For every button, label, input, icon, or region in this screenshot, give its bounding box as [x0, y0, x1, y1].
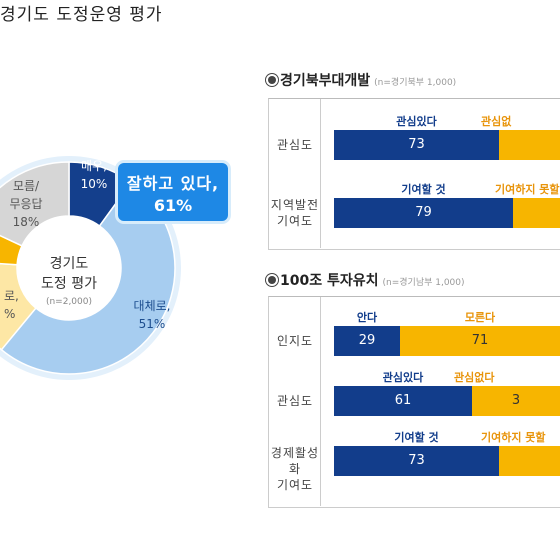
callout-line-1: 잘하고 있다,	[126, 174, 220, 193]
south-bar-a-1: 61	[334, 386, 472, 416]
south-caption-b-0: 모른다	[464, 311, 496, 324]
south-bar-a-2: 73	[334, 446, 499, 476]
south-caption-b-1: 관심없다	[454, 371, 495, 384]
north-section-title: 경기북부대개발 (n=경기북부 1,000)	[268, 70, 456, 90]
donut-title: 경기도 도정운영 평가	[0, 5, 163, 25]
south-row-label-line: 인지도	[276, 334, 314, 348]
donut-label-1-1: 51%	[139, 317, 166, 331]
donut-label-2-0: 로,	[4, 289, 19, 303]
south-row-label-0: 인지도	[270, 333, 320, 349]
north-row-label-line: 지역발전	[270, 198, 320, 212]
north-divider	[320, 99, 321, 248]
south-row-label-line: 관심도	[276, 394, 314, 408]
south-bar-b-0: 71	[400, 326, 560, 356]
north-caption-a-0: 관심있다	[396, 115, 437, 128]
north-note: (n=경기북부 1,000)	[374, 78, 457, 88]
donut-label-4-2: 18%	[13, 215, 40, 229]
north-bar-a-1: 79	[334, 198, 513, 228]
south-caption-a-1: 관심있다	[382, 371, 424, 384]
donut-label-1-0: 대체로,	[134, 299, 171, 313]
donut-label-4-1: 무응답	[9, 197, 42, 211]
south-note: (n=경기남부 1,000)	[382, 278, 465, 288]
north-bar-b-0	[499, 130, 560, 160]
north-row-label-line: 기여도	[276, 214, 314, 228]
donut-center-title-2: 도정 평가	[41, 276, 97, 292]
south-divider	[320, 297, 321, 506]
south-section-title: 100조 투자유치 (n=경기남부 1,000)	[268, 270, 465, 290]
donut-center-note: (n=2,000)	[46, 297, 92, 307]
south-bar-b-1: 3	[472, 386, 560, 416]
donut-hole	[17, 216, 121, 320]
callout-line-2: 61%	[153, 196, 193, 215]
north-bar-a-0: 73	[334, 130, 499, 160]
north-title-text: 경기북부대개발	[280, 73, 371, 89]
donut-label-4-0: 모름/	[13, 179, 40, 193]
donut-label-0-1: 10%	[81, 177, 108, 191]
south-bar-b-2	[499, 446, 560, 476]
donut-slice-4	[0, 161, 70, 247]
donut-center-title-1: 경기도	[50, 256, 89, 272]
south-caption-a-2: 기여할 것	[394, 431, 439, 444]
bullet-icon	[268, 276, 276, 284]
south-title-text: 100조 투자유치	[280, 273, 379, 289]
north-caption-b-1: 기여하지 못할	[495, 183, 560, 196]
south-row-label-1: 관심도	[270, 393, 320, 409]
donut-label-0-0: 매우,	[81, 159, 107, 173]
bullet-icon	[268, 76, 276, 84]
north-bar-b-1	[513, 198, 560, 228]
north-row-label-0: 관심도	[270, 137, 320, 153]
south-bar-a-0: 29	[334, 326, 400, 356]
north-caption-b-0: 관심없	[481, 115, 512, 128]
highlight-callout: 잘하고 있다, 61%	[118, 163, 228, 221]
donut-label-2-1: %	[4, 307, 15, 321]
north-row-label-line: 관심도	[276, 138, 314, 152]
south-row-label-line: 기여도	[276, 478, 314, 492]
south-row-label-line: 경제활성화	[270, 446, 320, 476]
south-caption-b-2: 기여하지 못할	[481, 431, 546, 444]
south-caption-a-0: 안다	[356, 311, 378, 324]
north-caption-a-1: 기여할 것	[401, 183, 446, 196]
